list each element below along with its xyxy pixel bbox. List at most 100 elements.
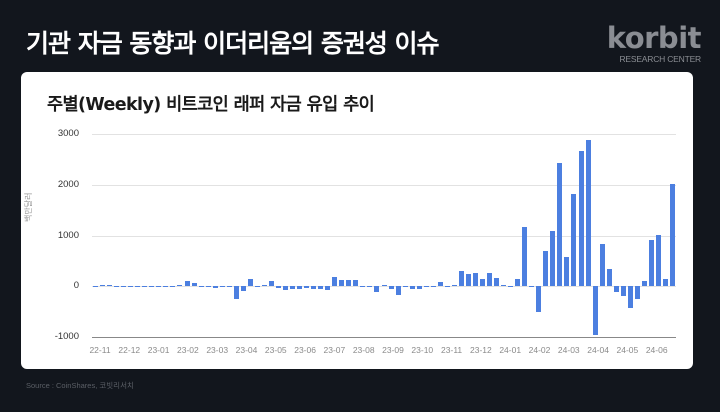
- bar: [522, 227, 528, 287]
- x-tick-label: 24-04: [587, 345, 609, 355]
- x-tick-label: 24-03: [557, 345, 580, 355]
- bar: [564, 257, 570, 287]
- bar: [515, 279, 521, 287]
- bar: [346, 280, 352, 287]
- bar: [592, 286, 598, 335]
- bar: [184, 281, 190, 287]
- y-tick-label: 3000: [57, 128, 79, 139]
- bar: [648, 240, 654, 287]
- gridline: [92, 185, 676, 186]
- bar: [332, 277, 338, 287]
- bar: [465, 274, 471, 287]
- bar: [381, 285, 387, 287]
- page-title: 기관 자금 동향과 이더리움의 증권성 이슈: [26, 29, 440, 58]
- bar: [578, 151, 584, 287]
- bar: [254, 286, 260, 288]
- bar: [353, 280, 359, 287]
- bar: [402, 286, 408, 288]
- bar: [508, 286, 514, 288]
- bar: [430, 286, 436, 288]
- x-tick-label: 23-11: [441, 345, 463, 355]
- bar: [599, 243, 605, 287]
- bar: [620, 286, 626, 297]
- bar: [472, 272, 478, 287]
- bar: [275, 286, 281, 288]
- bar: [212, 286, 218, 288]
- gridline: [92, 134, 676, 135]
- bar: [261, 285, 267, 287]
- x-tick-label: 24-06: [645, 345, 668, 355]
- bar: [297, 286, 303, 289]
- bar: [107, 284, 113, 287]
- bar: [170, 286, 176, 288]
- bar: [423, 286, 429, 288]
- bar: [163, 286, 169, 288]
- bar: [655, 234, 661, 287]
- bar-chart: 백만달러 3000 2000 1000 0 -1000 22-11 22-12 23-01 23…: [21, 72, 693, 369]
- bar: [290, 286, 296, 289]
- x-tick-label: 24-01: [499, 345, 522, 355]
- x-tick-label: 22-12: [118, 345, 141, 355]
- bar: [458, 271, 464, 287]
- bar: [268, 281, 274, 287]
- gridline: [92, 286, 676, 287]
- source-note: Source : CoinShares, 코빗리서치: [26, 381, 134, 390]
- x-tick-label: 23-07: [323, 345, 346, 355]
- bar: [226, 286, 232, 288]
- logo-wordmark: korbit: [606, 21, 702, 55]
- logo-subtitle: RESEARCH CENTER: [619, 54, 701, 64]
- bar: [388, 286, 394, 290]
- y-axis-label: 백만달러: [24, 192, 33, 222]
- bar: [156, 286, 162, 288]
- x-tick-label: 24-05: [616, 345, 639, 355]
- bar: [311, 286, 317, 289]
- bar: [198, 286, 204, 288]
- bar: [437, 282, 443, 287]
- y-tick-label: 0: [73, 280, 79, 291]
- bar: [606, 268, 612, 287]
- bar: [480, 278, 486, 287]
- gridline: [92, 236, 676, 237]
- x-tick-label: 23-01: [147, 345, 170, 355]
- bar: [585, 139, 591, 287]
- y-tick-label: -1000: [54, 331, 79, 342]
- bar: [613, 286, 619, 293]
- bar: [360, 286, 366, 288]
- x-tick-label: 23-03: [206, 345, 229, 355]
- x-tick-label: 23-12: [470, 345, 492, 355]
- bar: [318, 286, 324, 290]
- bar: [557, 162, 563, 287]
- x-tick-label: 23-05: [264, 345, 287, 355]
- x-tick-label: 23-06: [294, 345, 316, 355]
- bar: [325, 286, 331, 291]
- x-tick-label: 23-09: [382, 345, 404, 355]
- bar: [149, 286, 155, 288]
- bar: [494, 278, 500, 287]
- bar: [177, 285, 183, 287]
- bar: [283, 286, 289, 291]
- bar: [487, 272, 493, 287]
- bar: [571, 193, 577, 287]
- bar: [114, 286, 120, 288]
- x-tick-label: 23-08: [352, 345, 375, 355]
- bar: [409, 286, 415, 289]
- bar: [627, 286, 633, 308]
- bar: [205, 286, 211, 288]
- bar: [444, 285, 450, 287]
- bar: [367, 286, 373, 288]
- bar: [240, 286, 246, 292]
- x-tick-label: 22-11: [89, 345, 111, 355]
- bar: [233, 286, 239, 299]
- bar: [142, 286, 148, 288]
- y-tick-label: 2000: [57, 179, 79, 190]
- bar: [304, 286, 310, 288]
- bar: [634, 286, 640, 300]
- x-tick-label: 23-04: [235, 345, 258, 355]
- chart-card: 주별(Weekly) 비트코인 래퍼 자금 유입 추이 백만달러 3000 200…: [21, 72, 693, 369]
- bar: [247, 278, 253, 287]
- bar: [543, 251, 549, 287]
- bar: [219, 286, 225, 288]
- bar: [135, 286, 141, 288]
- bar: [374, 286, 380, 293]
- bar: [100, 284, 106, 287]
